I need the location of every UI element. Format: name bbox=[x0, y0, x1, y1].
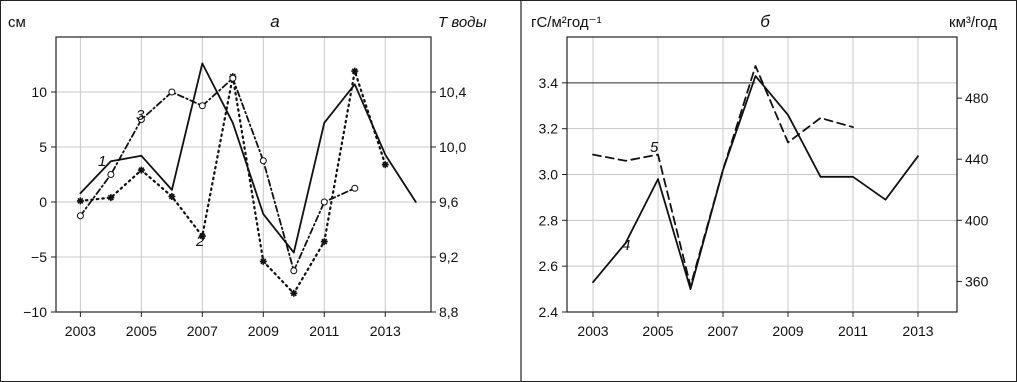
left-tick-label: 2.8 bbox=[539, 212, 559, 228]
panel-b-ticks: 2003 2005 2007 2009 2011 2013 2.4 2.6 2.8 3.0 3.2 3… bbox=[539, 75, 989, 339]
left-tick-label: 10 bbox=[31, 84, 47, 100]
x-tick-label: 2007 bbox=[707, 323, 738, 339]
x-tick-label: 2003 bbox=[577, 323, 608, 339]
series-2-point bbox=[259, 257, 267, 265]
x-tick-label: 2005 bbox=[126, 323, 157, 339]
left-tick-label: 2.6 bbox=[539, 258, 559, 274]
series-3-point bbox=[107, 171, 115, 178]
series-5-label: 5 bbox=[650, 139, 659, 156]
panel-b-left-axis-label: гС/м²год⁻¹ bbox=[531, 14, 602, 31]
series-4-label: 4 bbox=[622, 237, 630, 254]
panel-a-right-axis-label-text: T воды bbox=[438, 14, 487, 31]
x-tick-label: 2009 bbox=[248, 323, 279, 339]
series-2-point bbox=[381, 161, 389, 169]
panel-b-series bbox=[592, 65, 919, 291]
series-3-point bbox=[168, 88, 176, 96]
left-tick-label: 5 bbox=[39, 139, 47, 155]
x-tick-label: 2005 bbox=[642, 323, 673, 339]
right-tick-label: 10,0 bbox=[439, 139, 466, 155]
series-3-line bbox=[79, 77, 356, 272]
panel-a-series bbox=[76, 62, 417, 297]
series-3-point bbox=[198, 102, 206, 110]
left-tick-label: −5 bbox=[31, 249, 47, 265]
series-2-point bbox=[351, 67, 359, 75]
panel-a-ticks: 2003 2005 2007 2009 2011 2013 −10 −5 0 5 10 8,8 9,2 9… bbox=[23, 84, 466, 339]
x-tick-label: 2013 bbox=[902, 323, 933, 339]
x-tick-label: 2003 bbox=[65, 323, 96, 339]
series-2-point bbox=[137, 166, 145, 174]
left-tick-label: 3.0 bbox=[539, 167, 559, 183]
right-tick-label: 9,2 bbox=[439, 249, 459, 265]
series-2-point bbox=[168, 193, 176, 200]
x-tick-label: 2011 bbox=[309, 323, 339, 339]
right-tick-label: 480 bbox=[965, 90, 989, 106]
panel-a-plot-frame bbox=[55, 36, 432, 313]
series-2-point bbox=[198, 232, 206, 240]
panel-a: см а T воды 2003 2005 2007 2009 2011 2013−10−… bbox=[8, 12, 487, 339]
series-2-point bbox=[320, 238, 328, 246]
series-4-line bbox=[592, 75, 919, 291]
panel-b-grid bbox=[567, 37, 957, 313]
panel-b-right-axis-label: км³/год bbox=[949, 14, 997, 31]
panel-a-title: а bbox=[270, 12, 279, 31]
panel-a-grid bbox=[56, 37, 431, 313]
series-1-label: 1 bbox=[98, 153, 106, 170]
series-2-point bbox=[107, 194, 115, 202]
right-tick-label: 360 bbox=[965, 273, 989, 289]
left-tick-label: 3.2 bbox=[539, 121, 559, 137]
panel-b: гС/м²год⁻¹ б км³/год 2003 2005 2007 2009 201… bbox=[531, 12, 997, 339]
series-3-point bbox=[351, 184, 359, 192]
series-2-point bbox=[76, 197, 84, 205]
series-3-point bbox=[137, 116, 145, 123]
series-5-line bbox=[592, 65, 854, 287]
left-tick-label: 2.4 bbox=[539, 304, 559, 320]
x-tick-label: 2011 bbox=[838, 323, 868, 339]
right-tick-label: 10,4 bbox=[439, 84, 466, 100]
x-tick-label: 2013 bbox=[370, 323, 401, 339]
series-3-point bbox=[229, 74, 237, 82]
left-tick-label: 0 bbox=[39, 194, 47, 210]
series-3-point bbox=[259, 157, 267, 165]
series-3-point bbox=[320, 198, 328, 206]
series-3-point bbox=[290, 267, 298, 275]
left-tick-label: −10 bbox=[23, 304, 47, 320]
right-tick-label: 8,8 bbox=[439, 304, 459, 320]
right-tick-label: 440 bbox=[965, 151, 989, 167]
panel-b-title: б bbox=[760, 12, 771, 31]
left-tick-label: 3.4 bbox=[539, 75, 559, 91]
series-3-label: 3 bbox=[136, 107, 145, 124]
panel-a-left-axis-label: см bbox=[8, 14, 26, 31]
x-tick-label: 2009 bbox=[772, 323, 803, 339]
panel-b-series-labels: 45 bbox=[622, 139, 659, 254]
x-tick-label: 2007 bbox=[187, 323, 218, 339]
series-2-point bbox=[290, 289, 298, 297]
panel-a-right-axis-label: T воды bbox=[438, 14, 487, 31]
series-2-label: 2 bbox=[195, 233, 205, 250]
panel-a-series-labels: 1 2 3 bbox=[98, 107, 205, 250]
right-tick-label: 9,6 bbox=[439, 194, 459, 210]
series-3-point bbox=[76, 212, 84, 220]
right-tick-label: 400 bbox=[965, 212, 989, 228]
